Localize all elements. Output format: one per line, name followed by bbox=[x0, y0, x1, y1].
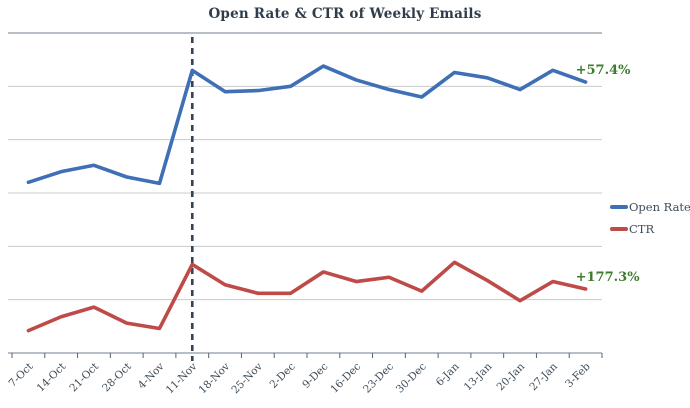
legend-item-ctr: CTR bbox=[610, 222, 690, 236]
x-axis-label: 6-Jan bbox=[434, 360, 462, 388]
ctr-change-annotation: +177.3% bbox=[576, 270, 641, 285]
open-rate-line bbox=[26, 64, 588, 186]
open-rate-line-swatch bbox=[610, 205, 628, 209]
legend-item-open-rate: Open Rate bbox=[610, 200, 690, 214]
x-axis-label: 3-Feb bbox=[563, 360, 593, 390]
x-axis-label: 2-Dec bbox=[268, 361, 298, 391]
x-axis-label: 18-Nov bbox=[197, 361, 233, 397]
x-axis-label: 14-Oct bbox=[35, 360, 69, 394]
x-axis-label: 11-Nov bbox=[164, 361, 200, 397]
x-axis-label: 16-Dec bbox=[328, 361, 363, 396]
x-axis-label: 9-Dec bbox=[300, 361, 330, 391]
x-axis-label: 28-Oct bbox=[100, 360, 134, 394]
x-axis-label: 25-Nov bbox=[229, 361, 265, 397]
x-axis-label: 4-Nov bbox=[136, 361, 167, 392]
x-axis-label: 21-Oct bbox=[67, 360, 101, 394]
ctr-line bbox=[26, 260, 588, 333]
x-axis-label: 30-Dec bbox=[394, 361, 429, 396]
ctr-line-swatch bbox=[610, 227, 628, 231]
x-axis-label: 23-Dec bbox=[361, 361, 396, 396]
x-axis-label: 13-Jan bbox=[462, 360, 495, 393]
x-axis-label: 20-Jan bbox=[495, 360, 528, 393]
legend-label-open-rate: Open Rate bbox=[629, 200, 690, 214]
open-rate-change-annotation: +57.4% bbox=[576, 63, 632, 78]
x-axis-label: 7-Oct bbox=[7, 360, 36, 389]
legend: Open Rate CTR bbox=[610, 200, 690, 244]
chart-title: Open Rate & CTR of Weekly Emails bbox=[208, 6, 482, 22]
x-axis-label: 27-Jan bbox=[527, 360, 560, 393]
legend-label-ctr: CTR bbox=[629, 222, 655, 236]
